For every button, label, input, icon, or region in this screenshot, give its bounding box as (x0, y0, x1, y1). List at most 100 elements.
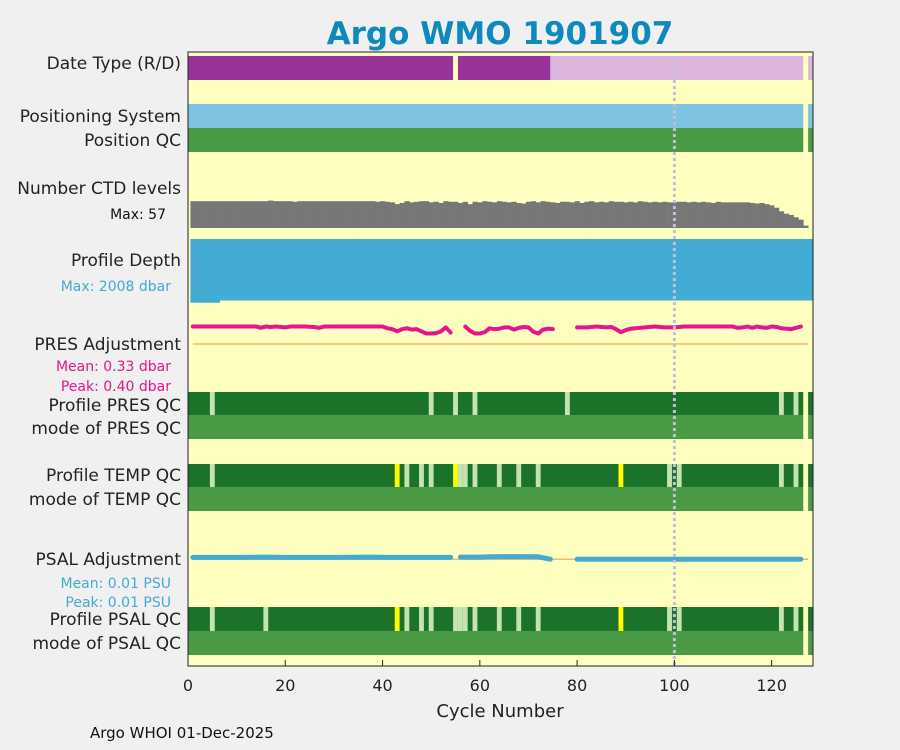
ctd-level-bar (764, 204, 770, 228)
profile-depth-bar (803, 239, 809, 301)
profile-depth-bar (623, 239, 629, 301)
ctd-level-bar (545, 201, 551, 228)
ctd-level-bar (263, 201, 269, 228)
mode-temp-qc-segment-0 (188, 487, 804, 511)
pres-adjustment-series-1 (463, 324, 555, 336)
profile-depth-bar (759, 239, 765, 301)
ctd-level-bar (642, 201, 648, 228)
ctd-level-bar (778, 211, 785, 228)
profile-psal-qc-flag-3 (404, 607, 410, 631)
profile-depth-bar (749, 239, 755, 301)
profile-depth-bar (613, 239, 619, 301)
ctd-level-bar (564, 201, 571, 228)
ctd-level-bar (603, 202, 610, 228)
ctd-level-bar (696, 202, 702, 228)
mode-psal-qc-label: mode of PSAL QC (32, 634, 181, 654)
profile-depth-bar (224, 239, 230, 301)
ctd-level-bar (623, 202, 629, 228)
ctd-level-bar (234, 201, 240, 228)
plot-frame (187, 51, 814, 667)
ctd-level-bar (428, 202, 434, 228)
profile-psal-qc-good-segment-1 (808, 607, 813, 631)
profile-depth-bar (380, 239, 386, 301)
profile-temp-qc-flag-13 (667, 464, 672, 487)
pres-mean-label: Mean: 0.33 dbar (56, 359, 171, 375)
profile-depth-bar (307, 239, 313, 301)
ctd-level-bar (496, 201, 503, 228)
profile-pres-qc-flag-5 (778, 392, 784, 415)
profile-depth-bar (584, 239, 590, 301)
ctd-level-bar (282, 201, 289, 228)
profile-depth-bar (662, 239, 668, 301)
ctd-level-bar (783, 213, 789, 228)
profile-depth-bar (234, 239, 240, 301)
ctd-level-bar (224, 201, 230, 228)
pres-peak-label: Peak: 0.40 dbar (61, 379, 171, 395)
ctd-level-bar (491, 202, 498, 228)
profile-depth-bar (667, 239, 673, 301)
profile-depth-bar (540, 239, 546, 301)
position-qc-segment-1 (808, 128, 813, 152)
ctd-level-bar (774, 207, 780, 228)
profile-depth-bar (404, 239, 410, 301)
profile-depth-bar (516, 239, 522, 301)
profile-depth-bar (579, 239, 585, 301)
ctd-level-bar (200, 201, 206, 228)
position-qc-segment-0 (188, 128, 804, 152)
profile-depth-bar (365, 239, 371, 301)
profile-temp-qc-flag-7 (462, 464, 468, 487)
ctd-level-bar (589, 201, 595, 228)
ctd-levels-label: Number CTD levels (17, 179, 181, 199)
position-qc-label: Position QC (84, 131, 181, 151)
profile-depth-bar (589, 239, 595, 301)
profile-temp-qc-flag-5 (453, 464, 458, 487)
ctd-level-bar (331, 201, 337, 228)
profile-depth-bar (491, 239, 498, 301)
ctd-level-bar (243, 201, 250, 228)
ctd-level-bar (423, 201, 430, 228)
profile-pres-qc-flag-2 (453, 392, 458, 415)
profile-depth-bar (574, 239, 580, 301)
profile-depth-bar (506, 239, 512, 301)
ctd-level-bar (370, 201, 376, 228)
profile-depth-bar (676, 239, 682, 301)
ctd-level-bar (540, 201, 546, 228)
profile-depth-bar (326, 239, 332, 301)
profile-psal-qc-flag-0 (209, 607, 215, 631)
ctd-level-bar (681, 201, 687, 228)
ctd-level-bar (793, 217, 799, 228)
ctd-level-bar (521, 203, 527, 228)
pres-adjustment-label: PRES Adjustment (34, 335, 181, 355)
profile-depth-bar (448, 239, 454, 301)
profile-depth-bar (496, 239, 503, 301)
pres-adjustment-series-0 (190, 324, 453, 336)
ctd-level-bar (258, 201, 264, 228)
x-tick-label-40: 40 (372, 676, 392, 695)
pres-adjustment-series-2 (575, 324, 803, 335)
profile-depth-bar (336, 239, 342, 301)
positioning-system-segment-1 (808, 104, 813, 128)
data-type-segment-2 (550, 56, 804, 80)
profile-pres-qc-flag-1 (428, 392, 434, 415)
profile-depth-bar (526, 239, 532, 301)
plot-panel (188, 52, 813, 666)
profile-depth-bar (423, 239, 430, 301)
profile-depth-bar (219, 239, 225, 301)
profile-temp-qc-flag-3 (419, 464, 424, 487)
ctd-level-bar (302, 201, 308, 228)
profile-depth-bar (350, 239, 357, 301)
ctd-level-bar (691, 201, 697, 228)
profile-depth-bar (321, 239, 327, 301)
profile-depth-bar (248, 239, 254, 301)
profile-depth-bar (209, 239, 216, 303)
profile-temp-qc-flag-11 (535, 464, 541, 487)
profile-depth-bar (808, 239, 814, 301)
data-type-segment-3 (808, 56, 813, 80)
depth-max-label: Max: 2008 dbar (61, 279, 172, 295)
ctd-level-bar (798, 219, 804, 228)
profile-temp-qc-flag-0 (209, 464, 215, 487)
ctd-level-bar (686, 202, 692, 228)
ctd-level-bar (462, 201, 468, 228)
profile-psal-qc-label: Profile PSAL QC (50, 610, 181, 630)
ctd-level-bar (501, 201, 507, 228)
